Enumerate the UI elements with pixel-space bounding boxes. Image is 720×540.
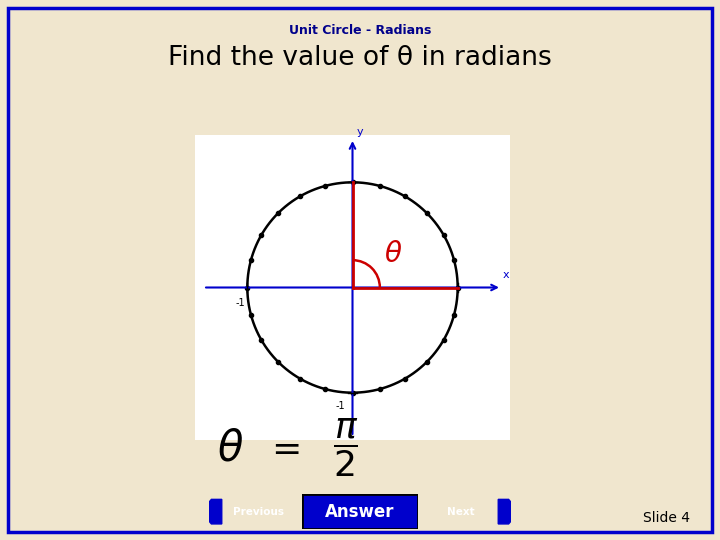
Text: θ: θ (384, 240, 401, 268)
Text: Previous: Previous (233, 507, 284, 517)
Text: x: x (503, 270, 510, 280)
Text: $\dfrac{\pi}{2}$: $\dfrac{\pi}{2}$ (333, 417, 359, 480)
Text: Answer: Answer (325, 503, 395, 521)
FancyArrow shape (498, 500, 519, 524)
FancyArrow shape (201, 500, 222, 524)
Text: -1: -1 (336, 401, 345, 411)
Text: Unit Circle - Radians: Unit Circle - Radians (289, 24, 431, 37)
Text: $=$: $=$ (264, 431, 300, 465)
Bar (195, 135, 510, 440)
Text: y: y (356, 127, 364, 137)
Text: Find the value of θ in radians: Find the value of θ in radians (168, 45, 552, 71)
Text: Next: Next (447, 507, 475, 517)
Text: Slide 4: Slide 4 (643, 511, 690, 525)
Text: $\theta$: $\theta$ (217, 427, 244, 469)
Text: -1: -1 (235, 298, 246, 308)
